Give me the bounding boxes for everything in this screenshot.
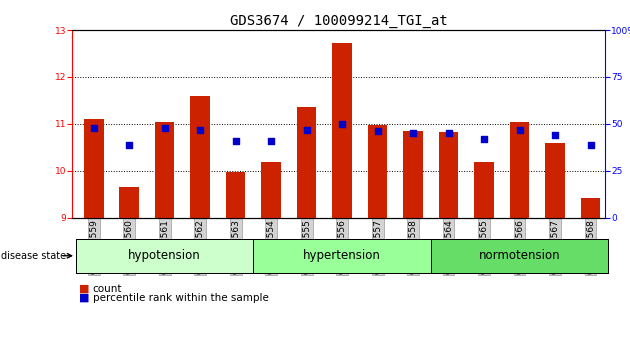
Point [302,127,312,132]
Point [408,131,418,136]
Bar [120,187,139,218]
Text: disease state: disease state [1,251,66,261]
Bar [368,125,387,218]
Point [124,142,134,147]
Point [444,131,454,136]
Bar [439,132,459,218]
Text: ■: ■ [79,284,89,293]
Bar [261,162,281,218]
Bar [546,143,565,218]
Bar [403,131,423,218]
Point [195,127,205,132]
Bar [581,198,600,218]
Bar [226,172,246,218]
Text: count: count [93,284,122,293]
Point [479,136,489,142]
Point [515,127,525,132]
Point [550,132,560,138]
Bar [333,43,352,218]
Text: hypotension: hypotension [129,249,201,262]
Point [266,138,276,144]
Point [337,121,347,127]
Bar [155,121,175,218]
Text: percentile rank within the sample: percentile rank within the sample [93,293,268,303]
Point [231,138,241,144]
Point [89,125,99,131]
Text: normotension: normotension [479,249,561,262]
Title: GDS3674 / 100099214_TGI_at: GDS3674 / 100099214_TGI_at [230,14,447,28]
Text: hypertension: hypertension [303,249,381,262]
Bar [474,162,494,218]
Text: ■: ■ [79,293,89,303]
Bar [84,119,103,218]
Bar [190,96,210,218]
Point [585,142,595,147]
Point [159,125,169,131]
Bar [510,121,529,218]
Point [372,129,382,134]
Bar [297,108,316,218]
